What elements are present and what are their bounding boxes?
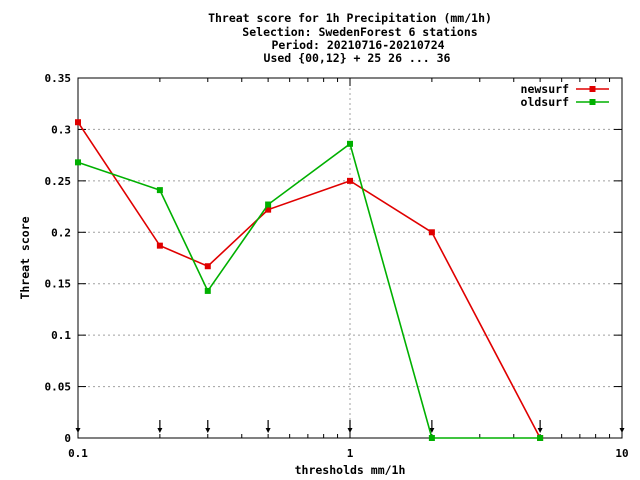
x-axis-label: thresholds mm/1h (295, 463, 406, 477)
threshold-marker (347, 420, 353, 433)
y-axis-label: Threat score (18, 216, 32, 299)
threshold-marker (537, 420, 543, 433)
x-tick-label: 0.1 (68, 447, 88, 460)
legend-marker (589, 99, 596, 105)
plot-frame (77, 77, 623, 439)
title-line-3: Period: 20210716-20210724 (271, 38, 444, 52)
threshold-marker-arrow (537, 428, 543, 433)
title-line-1: Threat score for 1h Precipitation (mm/1h… (208, 11, 492, 25)
data-point-newsurf (156, 242, 163, 249)
data-point-oldsurf (156, 187, 163, 194)
data-point-oldsurf (428, 435, 435, 441)
y-tick-label: 0.35 (45, 72, 72, 85)
legend-entry-newsurf: newsurf (521, 82, 609, 96)
title-line-2: Selection: SwedenForest 6 stations (242, 25, 477, 39)
data-point-oldsurf (265, 201, 272, 208)
y-tick-label: 0 (64, 432, 71, 445)
threshold-markers (75, 420, 625, 433)
legend-entry-oldsurf: oldsurf (521, 95, 609, 109)
axis-ticks: 0 0.05 0.1 0.15 0.2 0.25 0.3 0.35 0.1 1 10 (45, 72, 629, 460)
data-point-newsurf (265, 206, 272, 213)
data-point-newsurf (75, 119, 81, 126)
series-newsurf (75, 119, 544, 441)
threshold-marker (429, 420, 435, 433)
threshold-marker-arrow (347, 428, 353, 433)
threshold-marker-arrow (265, 428, 271, 433)
grid (78, 78, 622, 438)
x-tick-label: 10 (615, 447, 628, 460)
x-tick-label: 1 (347, 447, 354, 460)
data-point-oldsurf (75, 159, 81, 166)
y-tick-label: 0.3 (51, 123, 71, 136)
chart-title: Threat score for 1h Precipitation (mm/1h… (208, 11, 492, 65)
legend-label: newsurf (521, 82, 570, 96)
threshold-marker (157, 420, 163, 433)
series-line-oldsurf (77, 142, 541, 439)
y-tick-label: 0.2 (51, 226, 71, 239)
y-tick-label: 0.1 (51, 329, 71, 342)
y-tick-label: 0.05 (45, 381, 72, 394)
data-point-oldsurf (347, 140, 353, 147)
data-point-oldsurf (204, 287, 211, 294)
threshold-marker-arrow (429, 428, 435, 433)
legend-label: oldsurf (521, 95, 570, 109)
threshold-marker (205, 420, 211, 433)
data-point-oldsurf (537, 435, 544, 441)
threshold-marker-arrow (157, 428, 163, 433)
threshold-marker-arrow (205, 428, 211, 433)
y-tick-label: 0.15 (45, 278, 72, 291)
data-point-newsurf (204, 263, 211, 270)
series-line-newsurf (77, 121, 541, 439)
y-tick-label: 0.25 (45, 175, 72, 188)
series (75, 119, 544, 441)
title-line-4: Used {00,12} + 25 26 ... 36 (264, 51, 451, 65)
legend-marker (589, 86, 596, 92)
data-point-newsurf (428, 229, 435, 236)
threshold-marker (265, 420, 271, 433)
series-oldsurf (75, 140, 544, 441)
data-point-newsurf (347, 177, 353, 184)
